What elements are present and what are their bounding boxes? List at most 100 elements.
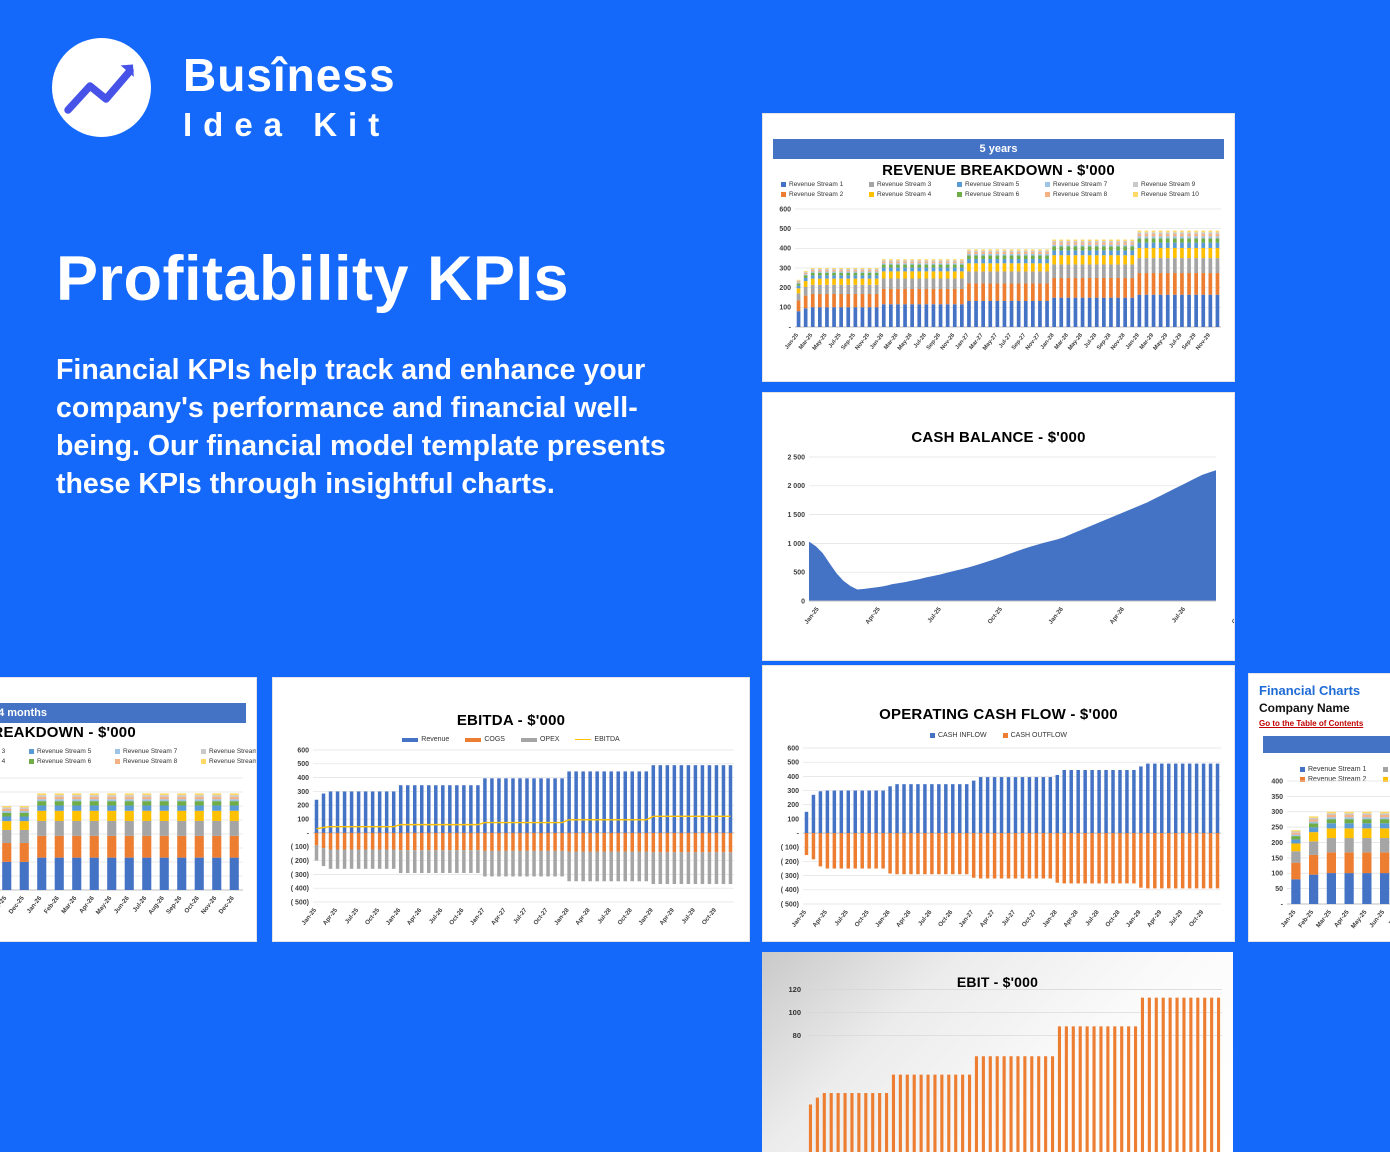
legend-label: Revenue Stream 6 [965,191,1020,198]
legend-marker-icon [1133,192,1138,197]
svg-text:Dec-25: Dec-25 [8,895,27,916]
svg-text:May-25: May-25 [1350,909,1369,931]
chart-title: EBITDA - $'000 [456,712,566,729]
legend-item: CASH OUTFLOW [1002,732,1067,739]
brand-logo [52,38,151,137]
svg-text:Jul-28: Jul-28 [596,906,613,925]
svg-text:500: 500 [297,761,309,768]
svg-text:600: 600 [297,747,309,754]
svg-text:( 200): ( 200) [291,858,309,865]
svg-text:2 000: 2 000 [787,483,805,490]
svg-text:100: 100 [787,816,799,823]
card-cash-balance: CASH BALANCE - $'000 2 500 2 000 1 500 1 00… [762,392,1235,661]
sheet-title: Financial Charts [1259,683,1361,698]
svg-text:Oct-25: Oct-25 [987,605,1005,625]
svg-text:100: 100 [1271,871,1283,878]
card-ebitda: EBITDA - $'000 Revenue COGS OPEX EBITDA 600… [272,677,750,942]
svg-text:-: - [797,830,800,837]
svg-text:( 400): ( 400) [781,887,799,894]
chart-title: REVENUE BREAKDOWN - $'000 [882,162,1115,179]
legend-label: CASH OUTFLOW [1010,732,1067,739]
legend-label: Revenue Stream 6 [37,758,92,765]
svg-text:-: - [789,324,792,331]
legend-item: Revenue Stream 8 [1045,191,1133,198]
legend-item: Revenue Stream 1 [781,181,869,188]
svg-text:100: 100 [297,816,309,823]
svg-text:200: 200 [779,285,791,292]
legend-marker-icon [402,737,419,742]
legend-marker-icon [115,749,120,754]
chart-legend: CASH INFLOW CASH OUTFLOW [763,732,1234,739]
ebitda-chart: 600 500 400 300 200 100 - ( 100) ( 200) ( 300) ( 4… [291,747,734,927]
chart-title: REVENUE BREAKDOWN - $'000 [0,724,136,741]
legend-item: Revenue Stream 4 [0,758,29,765]
svg-text:Nov-28: Nov-28 [1110,332,1127,352]
legend-item: Revenue Stream 5 [957,181,1045,188]
svg-text:Apr-28: Apr-28 [1062,908,1080,928]
svg-text:May-25: May-25 [812,332,829,352]
page: { "page": {"background": "#1569fa", "acc… [0,38,1390,1152]
svg-text:Jan-29: Jan-29 [637,906,655,926]
legend-label: Revenue Stream 2 [1308,776,1367,783]
svg-text:Nov-29: Nov-29 [1195,332,1212,352]
svg-text:Aug-26: Aug-26 [147,895,166,917]
legend-item: Revenue Stream 2 [1300,776,1383,783]
legend-label: Revenue Stream 9 [1141,181,1196,188]
legend-label: Revenue Stream 5 [965,181,1020,188]
legend-label: Revenue Stream 8 [123,758,178,765]
svg-text:Nov-26: Nov-26 [200,895,219,916]
legend-item: Revenue Stream 9 [201,748,256,755]
svg-text:400: 400 [779,246,791,253]
legend-label: Revenue [421,736,450,743]
svg-text:May-26: May-26 [897,332,914,352]
page-title: Profitability KPIs [56,244,570,314]
svg-text:300: 300 [297,789,309,796]
legend-item: Revenue Stream 3 [869,181,957,188]
brand-line1: Busîness [183,49,396,101]
legend-marker-icon [520,737,537,742]
operating-cash-flow-chart: 600 500 400 300 200 100 - ( 100) ( 200) ( 300) ( 4… [781,745,1221,929]
svg-text:2 500: 2 500 [787,454,805,461]
svg-text:300: 300 [787,788,799,795]
legend-marker-icon [957,192,962,197]
svg-text:Apr-25: Apr-25 [1333,909,1351,929]
legend-item: Revenue Stream 3 [0,748,29,755]
svg-text:250: 250 [1271,825,1283,832]
svg-text:Nov-26: Nov-26 [940,332,957,352]
svg-text:Mar-26: Mar-26 [60,895,78,916]
chart-title: OPERATING CASH FLOW - $'000 [879,706,1118,723]
svg-text:Jul-26: Jul-26 [132,895,149,914]
svg-text:( 100): ( 100) [291,844,309,851]
svg-text:Jan-25: Jan-25 [1280,909,1298,929]
legend-label: Revenue Stream 3 [0,748,6,755]
svg-text:May-27: May-27 [982,333,999,352]
svg-text:500: 500 [787,760,799,767]
legend-marker-icon [1045,192,1050,197]
svg-text:50: 50 [1275,886,1283,893]
svg-text:Oct-26: Oct-26 [448,906,466,926]
period-header-bar: 5 years [773,139,1224,159]
legend-label: Revenue Stream 10 [1141,191,1199,198]
svg-text:( 500): ( 500) [781,901,799,908]
svg-text:Apr-26: Apr-26 [406,906,424,926]
legend-label: CASH INFLOW [937,732,987,739]
svg-text:Mar-25: Mar-25 [1315,909,1333,930]
svg-text:Oct-25: Oct-25 [364,906,382,926]
legend-item: Revenue Stream 1 [1300,766,1383,773]
legend-item: Revenue Stream 4 [1383,776,1390,783]
legend-item: OPEX [520,736,559,743]
legend-item: Revenue Stream 9 [1133,181,1221,188]
svg-text:Apr-26: Apr-26 [1108,605,1126,625]
revenue-breakdown-24m-chart: Jan-25Feb-25Mar-25Apr-25May-25Jun-25Jul-… [0,777,243,917]
svg-text:Feb-26: Feb-26 [43,895,61,916]
card-ebit: EBIT - $'000 120 100 80 [762,952,1233,1152]
legend-label: COGS [484,736,505,743]
table-of-contents-link[interactable]: Go to the Table of Contents [1259,719,1364,728]
svg-text:Jun-26: Jun-26 [113,895,131,916]
revenue-breakdown-mini-chart: 400 350 300 250 200 150 100 50 -Jan-25 Feb-25 Mar-… [1271,778,1390,931]
svg-text:( 200): ( 200) [781,859,799,866]
svg-text:Oct-28: Oct-28 [616,906,634,926]
legend-item: Revenue Stream 6 [957,191,1045,198]
